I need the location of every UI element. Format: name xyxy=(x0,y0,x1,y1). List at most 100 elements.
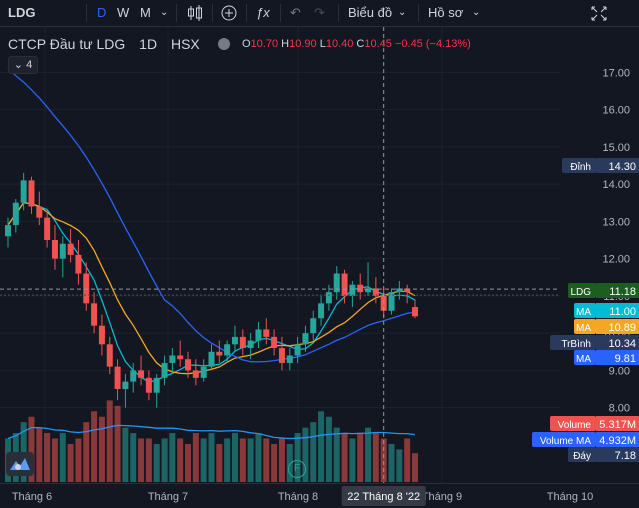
price-tick-label: 13.00 xyxy=(602,216,630,228)
low-value: 10.40 xyxy=(325,38,354,50)
add-circle-icon[interactable] xyxy=(220,0,238,26)
candle-body xyxy=(247,340,254,349)
profile-menu[interactable]: Hồ sơ xyxy=(428,5,464,20)
price-label-tag xyxy=(562,158,596,173)
time-tick-label: Tháng 10 xyxy=(547,491,593,503)
chevron-down-icon[interactable]: ⌄ xyxy=(160,7,169,18)
candle-body xyxy=(185,359,192,371)
chevron-down-icon: ⌄ xyxy=(13,59,24,71)
chevron-down-icon[interactable]: ⌄ xyxy=(472,7,481,18)
indicator-count: 4 xyxy=(26,59,33,71)
candle-body xyxy=(349,284,356,296)
price-tick-label: 14.00 xyxy=(602,179,630,191)
redo-icon[interactable]: ↷ xyxy=(314,5,325,20)
volume-bar xyxy=(412,453,418,482)
price-label-name: TrBình xyxy=(561,339,591,350)
candle-body xyxy=(333,273,340,293)
volume-bar xyxy=(224,438,231,482)
candles-icon[interactable] xyxy=(186,0,204,26)
price-label-tag xyxy=(568,447,596,462)
candle-body xyxy=(75,254,82,274)
volume-bar xyxy=(372,433,379,482)
volume-bar xyxy=(83,422,90,482)
price-tick-label: 8.00 xyxy=(609,403,630,415)
price-label-name: Đỉnh xyxy=(570,161,591,173)
volume-bar xyxy=(130,433,137,482)
price-chart[interactable]: 17.0016.0015.0014.0013.0012.0011.0010.00… xyxy=(0,27,639,483)
volume-bar xyxy=(153,443,160,482)
volume-bar xyxy=(302,427,309,482)
price-label-value-box xyxy=(596,158,639,173)
event-flag-icon[interactable]: F xyxy=(288,460,306,478)
price-tick-label: 16.00 xyxy=(602,105,630,117)
toolbar-divider xyxy=(280,4,281,22)
time-tick-label: Tháng 6 xyxy=(12,491,52,503)
close-value: 10.45 xyxy=(364,38,392,50)
candle-body xyxy=(294,344,301,356)
price-tick-label: 9.00 xyxy=(609,365,630,377)
volume-bar xyxy=(28,416,35,482)
toolbar-divider xyxy=(246,4,247,22)
price-label-value-box xyxy=(596,416,639,431)
volume-bar xyxy=(325,416,332,482)
candle-body xyxy=(177,355,184,360)
chart-menu[interactable]: Biểu đồ xyxy=(348,5,393,20)
volume-bar xyxy=(263,438,270,482)
time-axis[interactable]: Tháng 6 Tháng 7 Tháng 8 Tháng 9 Tháng 10 22 T… xyxy=(0,483,639,508)
interval-d[interactable]: D xyxy=(97,5,107,20)
symbol-search[interactable]: LDG xyxy=(8,5,36,20)
candle-body xyxy=(255,329,262,341)
candle-body xyxy=(12,202,19,226)
price-label-value: 7.18 xyxy=(615,450,636,462)
high-label: H xyxy=(281,38,290,50)
top-toolbar: LDG D W M ⌄ ƒx ↶ ↷ Biểu đồ ⌄ Hồ sơ ⌄ xyxy=(0,0,639,27)
volume-bar xyxy=(294,433,301,482)
volume-bar xyxy=(138,438,145,482)
candle-body xyxy=(365,288,372,293)
candle-body xyxy=(263,329,270,337)
volume-bar xyxy=(216,443,223,482)
high-value: 10.90 xyxy=(289,38,317,50)
candle-body xyxy=(67,243,74,255)
interval-m[interactable]: M xyxy=(140,5,151,20)
volume-bar xyxy=(208,433,215,482)
fullscreen-icon[interactable] xyxy=(590,0,608,26)
candle-body xyxy=(153,377,160,393)
candle-body xyxy=(44,217,51,240)
price-label-tag xyxy=(574,319,596,334)
candle-body xyxy=(318,303,325,319)
price-label-value: 9.81 xyxy=(615,353,636,365)
ma-long-line xyxy=(7,67,416,363)
candle-body xyxy=(286,355,293,363)
undo-icon[interactable]: ↶ xyxy=(290,5,301,20)
price-label-value: 14.30 xyxy=(608,161,636,173)
volume-bar xyxy=(333,427,340,482)
tradingview-logo-icon[interactable] xyxy=(6,452,34,476)
volume-bar xyxy=(310,422,317,482)
crosshair-time-label: 22 Tháng 8 '22 xyxy=(347,491,420,503)
volume-bar xyxy=(404,438,411,482)
chevron-down-icon[interactable]: ⌄ xyxy=(398,7,407,18)
candle-body xyxy=(357,284,364,293)
close-label: C xyxy=(356,38,365,50)
candle-body xyxy=(310,318,317,334)
candle-body xyxy=(138,370,145,378)
price-label-value-box xyxy=(596,335,639,350)
volume-bar xyxy=(231,433,238,482)
candle-body xyxy=(20,180,27,203)
price-label-value: 10.34 xyxy=(608,338,636,350)
price-label-value: 10.89 xyxy=(608,322,636,334)
indicators-icon[interactable]: ƒx xyxy=(256,5,270,20)
candle-body xyxy=(271,336,278,349)
indicators-collapse-toggle[interactable]: ⌄ 4 xyxy=(8,56,38,74)
candle-body xyxy=(396,288,403,293)
price-label-value-box xyxy=(596,303,639,318)
volume-bar xyxy=(44,433,51,482)
volume-bar xyxy=(349,438,356,482)
price-axis: 17.0016.0015.0014.0013.0012.0011.0010.00… xyxy=(532,27,639,483)
price-tick-label: 17.00 xyxy=(602,67,630,79)
legend-header: CTCP Đầu tư LDG 1D HSX xyxy=(8,36,230,52)
candle-body xyxy=(114,366,121,390)
volume-bar xyxy=(51,438,58,482)
interval-w[interactable]: W xyxy=(117,5,130,20)
